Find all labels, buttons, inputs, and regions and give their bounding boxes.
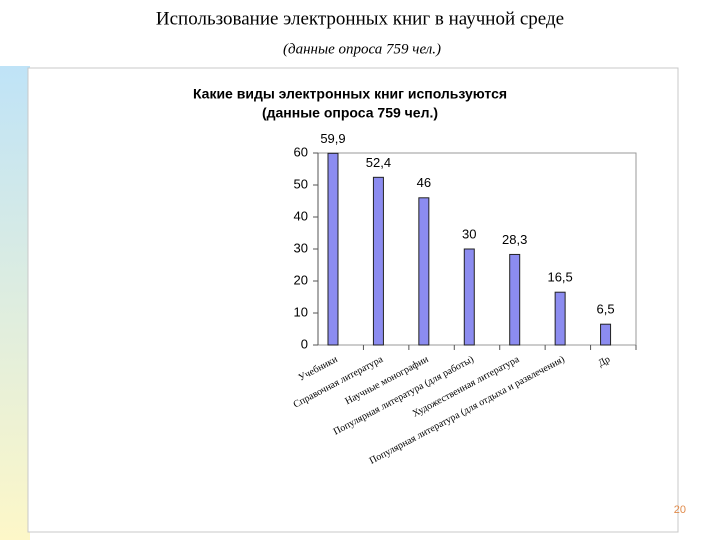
y-tick-label: 50 xyxy=(294,176,308,191)
y-tick-label: 10 xyxy=(294,304,308,319)
bar xyxy=(509,253,521,346)
bar xyxy=(554,291,566,346)
y-tick-label: 0 xyxy=(301,336,308,351)
slide-title: Использование электронных книг в научной… xyxy=(156,8,564,29)
x-tick-label: Др xyxy=(596,354,612,369)
value-label: 52,4 xyxy=(366,155,391,170)
value-label: 6,5 xyxy=(597,302,615,317)
chart-frame xyxy=(27,67,679,533)
value-label: 28,3 xyxy=(502,232,527,247)
bar xyxy=(327,152,339,346)
page-number: 20 xyxy=(674,504,686,516)
value-label: 59,9 xyxy=(320,131,345,146)
y-tick-label: 30 xyxy=(294,240,308,255)
y-tick-label: 20 xyxy=(294,272,308,287)
value-label: 16,5 xyxy=(547,270,572,285)
chart-subtitle: (данные опроса 759 чел.) xyxy=(262,105,438,121)
bar xyxy=(600,323,612,346)
side-decoration xyxy=(0,66,30,540)
bar xyxy=(463,248,475,346)
slide-subtitle: (данные опроса 759 чел.) xyxy=(283,41,441,57)
y-tick-label: 40 xyxy=(294,208,308,223)
value-label: 30 xyxy=(462,226,476,241)
chart-title: Какие виды электронных книг используются xyxy=(193,86,507,102)
bar xyxy=(372,176,384,346)
y-tick-label: 60 xyxy=(294,144,308,159)
bar xyxy=(418,197,430,346)
value-label: 46 xyxy=(417,175,431,190)
